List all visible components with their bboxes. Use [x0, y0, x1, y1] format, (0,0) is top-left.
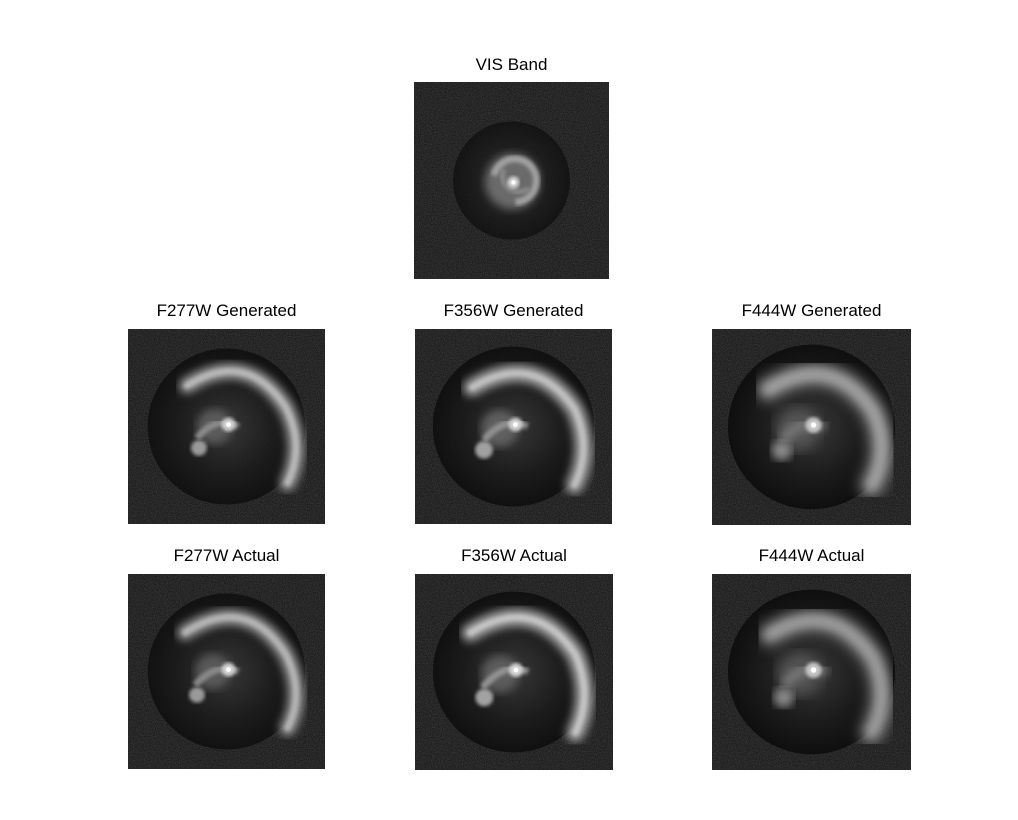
- panel-f277w-actual: F277W Actual: [128, 546, 325, 769]
- panel-title: F444W Generated: [741, 301, 882, 320]
- galaxy-image: [712, 329, 911, 525]
- panel-title: F277W Actual: [173, 546, 280, 565]
- panel-f444w-generated: F444W Generated: [712, 301, 911, 525]
- panel-f277w-generated: F277W Generated: [128, 301, 325, 524]
- galaxy-image: [128, 329, 325, 524]
- panel-title: F356W Generated: [443, 301, 584, 320]
- galaxy-image: [415, 574, 613, 770]
- panel-f356w-actual: F356W Actual: [415, 546, 613, 770]
- panel-f356w-generated: F356W Generated: [415, 301, 612, 524]
- panel-title: F444W Actual: [758, 546, 865, 565]
- panel-vis-band: VIS Band: [414, 55, 609, 279]
- galaxy-image: [415, 329, 612, 524]
- panel-title: F356W Actual: [461, 546, 567, 565]
- galaxy-image: [712, 574, 911, 770]
- panel-title: F277W Generated: [156, 301, 297, 320]
- panel-title: VIS Band: [475, 55, 548, 74]
- galaxy-image: [414, 82, 609, 279]
- panel-f444w-actual: F444W Actual: [712, 546, 911, 770]
- galaxy-image: [128, 574, 325, 769]
